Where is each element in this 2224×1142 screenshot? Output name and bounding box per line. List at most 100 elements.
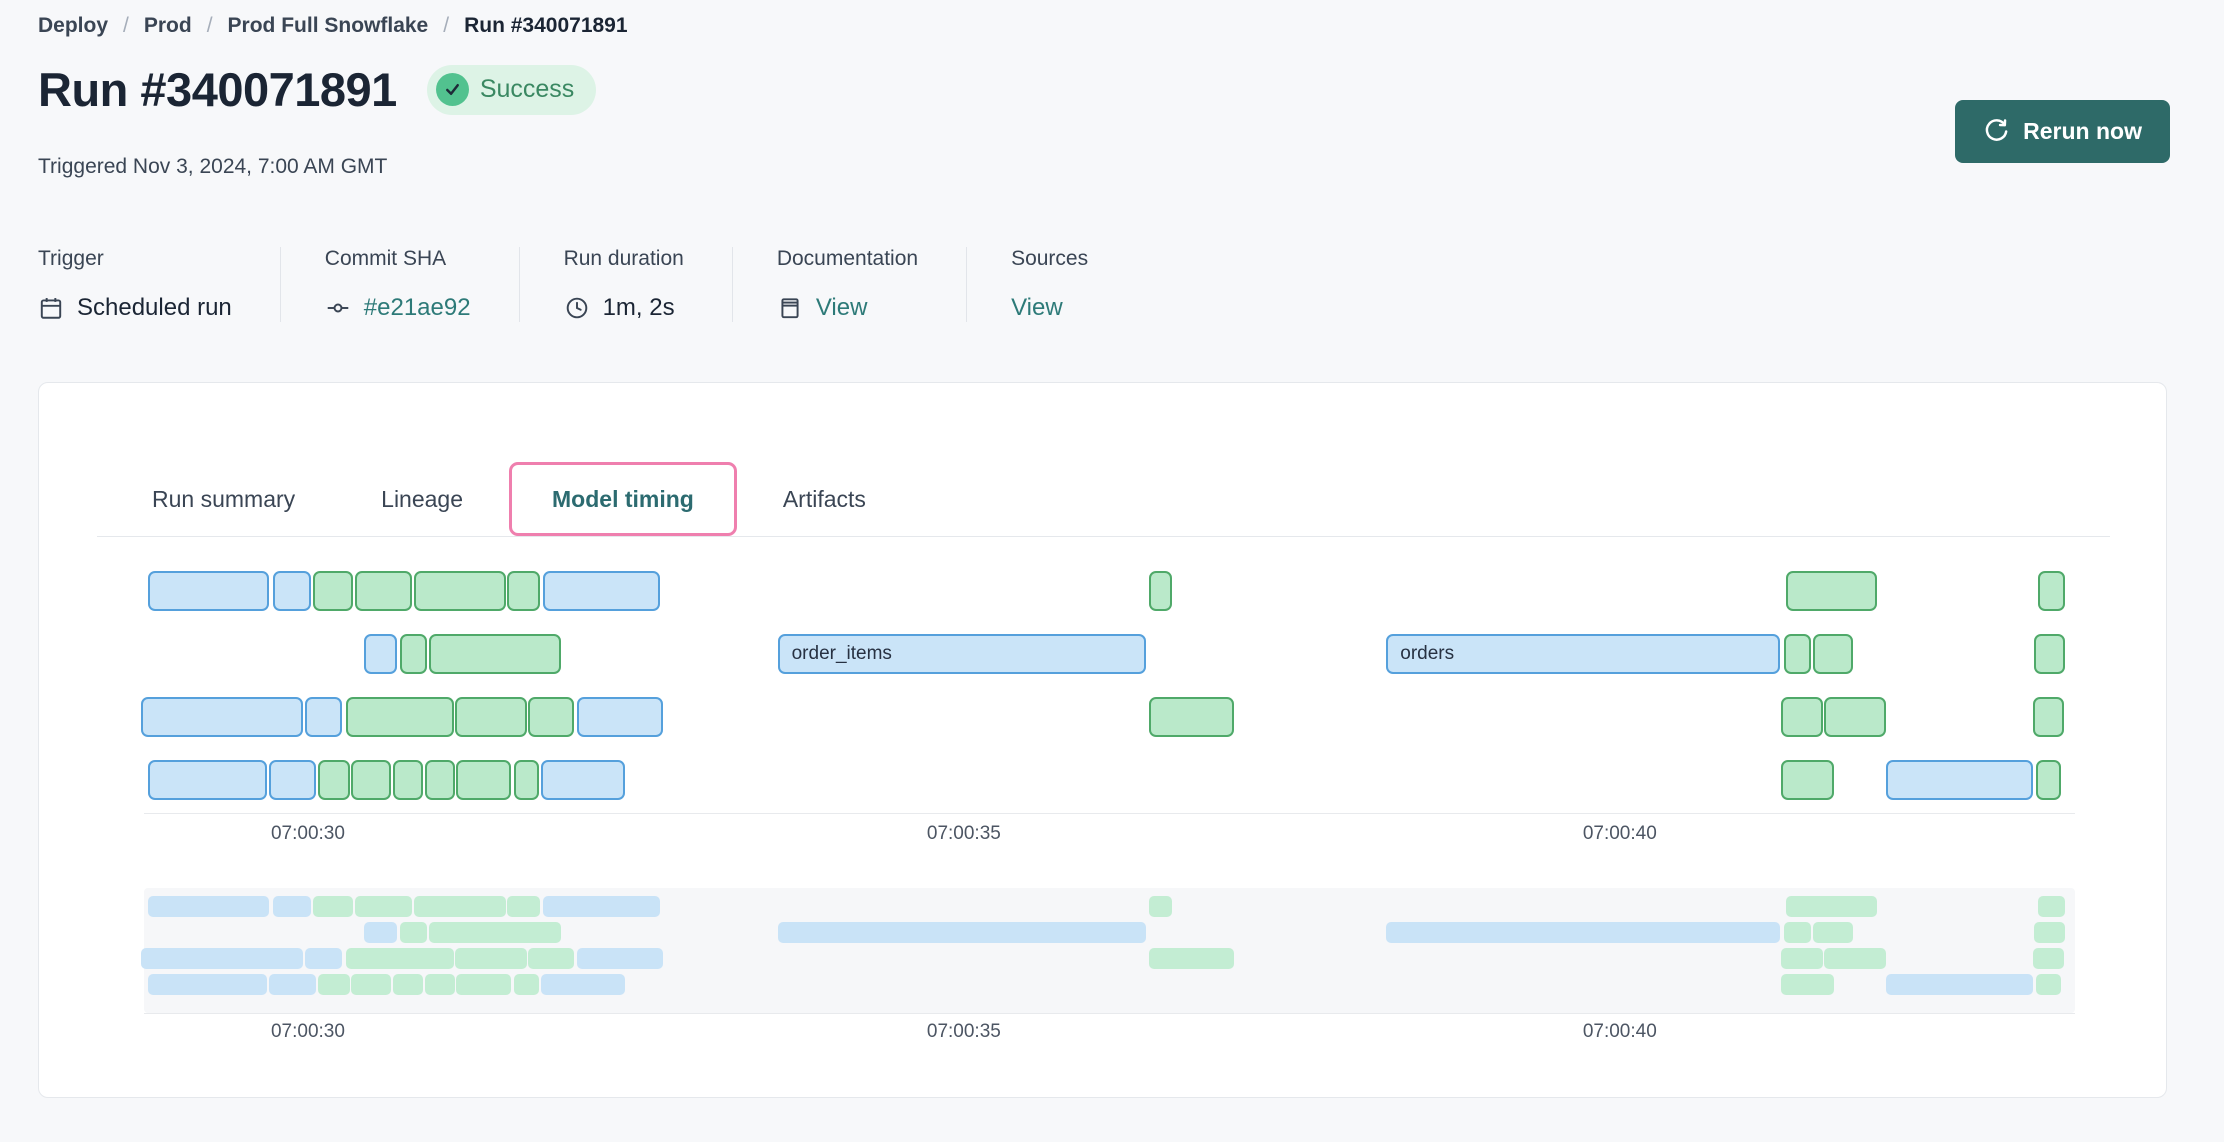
gantt-bar bbox=[399, 922, 428, 943]
gantt-bar[interactable] bbox=[272, 571, 311, 611]
gantt-bar-label: order_items bbox=[791, 643, 892, 664]
gantt-bar bbox=[2033, 948, 2065, 969]
commit-sha-link[interactable]: #e21ae92 bbox=[363, 294, 471, 321]
main-chart-axis-ticks: 07:00:30 07:00:35 07:00:40 bbox=[144, 823, 2075, 849]
breadcrumb-deploy[interactable]: Deploy bbox=[38, 14, 109, 37]
gantt-bar bbox=[1148, 896, 1173, 917]
gantt-bar[interactable] bbox=[507, 571, 541, 611]
gantt-bar[interactable] bbox=[1812, 634, 1854, 674]
gantt-bar bbox=[576, 948, 664, 969]
gantt-bar bbox=[351, 974, 391, 995]
gantt-bar bbox=[364, 922, 398, 943]
tab-model-timing[interactable]: Model timing bbox=[509, 462, 737, 536]
axis-tick-label: 07:00:40 bbox=[1582, 1021, 1657, 1042]
breadcrumb-current-run: Run #340071891 bbox=[464, 14, 628, 37]
axis-tick-label: 07:00:40 bbox=[1582, 823, 1657, 844]
gantt-bar[interactable] bbox=[1148, 571, 1173, 611]
run-metadata-row: Trigger Scheduled run Commit SHA bbox=[38, 247, 1136, 322]
axis-tick-label: 07:00:35 bbox=[926, 823, 1001, 844]
gantt-bar[interactable] bbox=[528, 697, 575, 737]
breadcrumb: Deploy / Prod / Prod Full Snowflake / Ru… bbox=[38, 14, 628, 38]
gantt-bar bbox=[141, 948, 303, 969]
gantt-bar[interactable] bbox=[1781, 760, 1834, 800]
meta-trigger-value: Scheduled run bbox=[77, 294, 232, 321]
gantt-bar bbox=[507, 896, 541, 917]
title-row: Run #340071891 Success bbox=[38, 62, 597, 117]
gantt-bar[interactable] bbox=[2034, 634, 2065, 674]
documentation-view-link[interactable]: View bbox=[815, 294, 868, 321]
gantt-bar[interactable] bbox=[364, 634, 398, 674]
breadcrumb-prod[interactable]: Prod bbox=[143, 14, 192, 37]
gantt-bar bbox=[318, 974, 350, 995]
sources-view-link[interactable]: View bbox=[1011, 294, 1063, 321]
gantt-bar[interactable] bbox=[355, 571, 412, 611]
gantt-bar-label: orders bbox=[1400, 643, 1455, 664]
mini-chart-axis-line bbox=[144, 1013, 2075, 1014]
meta-duration-label: Run duration bbox=[563, 247, 684, 270]
gantt-bar[interactable] bbox=[351, 760, 391, 800]
gantt-bar[interactable] bbox=[147, 571, 269, 611]
gantt-bar bbox=[268, 974, 316, 995]
gantt-bar[interactable] bbox=[147, 760, 268, 800]
gantt-bar bbox=[454, 948, 528, 969]
gantt-bar[interactable] bbox=[1783, 634, 1812, 674]
gantt-bar[interactable] bbox=[346, 697, 454, 737]
gantt-overview-brush[interactable] bbox=[141, 888, 2075, 1013]
gantt-bar[interactable] bbox=[141, 697, 303, 737]
meta-trigger: Trigger Scheduled run bbox=[38, 247, 280, 322]
model-timing-gantt-chart: order_items orders bbox=[141, 571, 2075, 801]
gantt-bar[interactable] bbox=[2033, 697, 2065, 737]
gantt-bar bbox=[1812, 922, 1854, 943]
gantt-bar[interactable] bbox=[268, 760, 316, 800]
gantt-bar[interactable] bbox=[399, 634, 428, 674]
gantt-bar-order_items bbox=[777, 922, 1147, 943]
gantt-bar[interactable] bbox=[513, 760, 539, 800]
gantt-bar[interactable] bbox=[305, 697, 343, 737]
breadcrumb-job[interactable]: Prod Full Snowflake bbox=[227, 14, 429, 37]
gantt-bar bbox=[1783, 922, 1812, 943]
gantt-bar bbox=[346, 948, 454, 969]
gantt-bar[interactable] bbox=[1781, 697, 1824, 737]
gantt-bar[interactable] bbox=[414, 571, 507, 611]
gantt-bar[interactable] bbox=[541, 760, 626, 800]
gantt-bar[interactable] bbox=[1148, 697, 1235, 737]
tab-run-summary[interactable]: Run summary bbox=[112, 462, 335, 536]
gantt-bar bbox=[528, 948, 575, 969]
tab-bar-divider bbox=[97, 536, 2110, 537]
gantt-bar[interactable] bbox=[313, 571, 353, 611]
gantt-bar bbox=[1148, 948, 1235, 969]
refresh-icon bbox=[1983, 118, 2010, 145]
gantt-bar bbox=[272, 896, 311, 917]
gantt-bar bbox=[456, 974, 512, 995]
gantt-bar[interactable] bbox=[1824, 697, 1887, 737]
gantt-bar[interactable] bbox=[1786, 571, 1877, 611]
meta-commit-label: Commit SHA bbox=[324, 247, 447, 270]
gantt-bar bbox=[147, 974, 268, 995]
gantt-bar-orders[interactable]: orders bbox=[1386, 634, 1780, 674]
gantt-bar[interactable] bbox=[318, 760, 350, 800]
page-title: Run #340071891 bbox=[38, 63, 397, 116]
meta-documentation: Documentation View bbox=[731, 247, 966, 322]
gantt-bar bbox=[1886, 974, 2034, 995]
gantt-bar[interactable] bbox=[393, 760, 424, 800]
axis-tick-label: 07:00:35 bbox=[926, 1021, 1001, 1042]
gantt-bar[interactable] bbox=[542, 571, 660, 611]
gantt-bar bbox=[428, 922, 562, 943]
gantt-bar[interactable] bbox=[456, 760, 512, 800]
rerun-now-button[interactable]: Rerun now bbox=[1955, 100, 2170, 163]
gantt-bar[interactable] bbox=[1886, 760, 2034, 800]
gantt-bar[interactable] bbox=[576, 697, 664, 737]
gantt-bar[interactable] bbox=[2035, 760, 2061, 800]
gantt-bar[interactable] bbox=[2038, 571, 2065, 611]
gantt-bar[interactable] bbox=[454, 697, 528, 737]
tab-artifacts[interactable]: Artifacts bbox=[743, 462, 906, 536]
axis-tick-label: 07:00:30 bbox=[270, 823, 345, 844]
meta-duration-value: 1m, 2s bbox=[602, 294, 675, 321]
tab-lineage[interactable]: Lineage bbox=[341, 462, 503, 536]
gantt-bar-order_items[interactable]: order_items bbox=[777, 634, 1147, 674]
meta-sources: Sources View bbox=[966, 247, 1136, 322]
gantt-bar[interactable] bbox=[424, 760, 455, 800]
gantt-bar bbox=[1824, 948, 1887, 969]
gantt-bar[interactable] bbox=[428, 634, 562, 674]
